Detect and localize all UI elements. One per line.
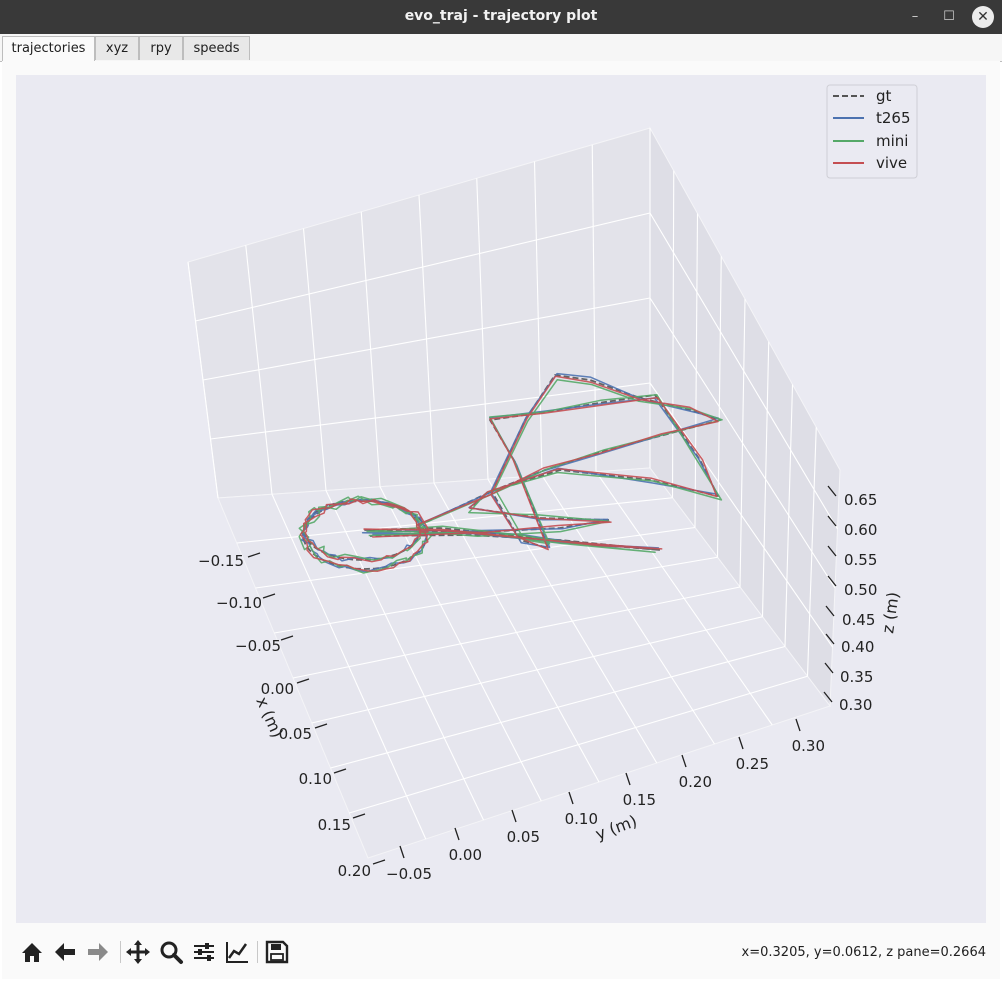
grid-line <box>325 490 484 821</box>
y-axis-label: y (m) <box>593 811 640 843</box>
z-axis-label: z (m) <box>878 591 903 635</box>
trajectories <box>298 372 723 574</box>
grid-line <box>202 297 651 381</box>
y-tick-label: 0.05 <box>507 828 540 846</box>
trajectory-t265 <box>300 372 720 573</box>
legend: gt t265 mini vive <box>826 84 918 179</box>
navigation-toolbar <box>2 925 1000 979</box>
grid-lines <box>187 128 838 840</box>
y-tick-mark <box>511 809 517 823</box>
pan-icon[interactable] <box>124 938 152 966</box>
maximize-button[interactable]: ☐ <box>943 9 955 24</box>
z-tick-mark <box>827 545 837 557</box>
x-tick-mark <box>314 723 328 729</box>
tick-marks <box>247 485 837 865</box>
x-tick-label: 0.20 <box>338 862 371 880</box>
x-tick-mark <box>333 768 347 774</box>
grid-line <box>595 471 773 726</box>
legend-label-mini: mini <box>876 132 908 150</box>
x-tick-mark <box>372 859 386 865</box>
y-tick-label: 0.20 <box>679 773 712 791</box>
y-tick-mark <box>399 845 405 859</box>
grid-line <box>271 494 427 840</box>
tab-xyz[interactable]: xyz <box>95 36 139 60</box>
z-tick-label: 0.65 <box>844 491 877 509</box>
legend-label-gt: gt <box>876 87 892 105</box>
tab-rpy[interactable]: rpy <box>139 36 183 60</box>
y-tick-mark <box>795 718 801 732</box>
z-tick-mark <box>825 633 835 645</box>
y-tick-mark <box>625 772 631 786</box>
home-icon[interactable] <box>18 938 46 966</box>
x-tick-mark <box>352 813 366 819</box>
grid-line <box>649 382 833 648</box>
window-title: evo_traj - trajectory plot <box>404 8 598 24</box>
grid-line <box>649 212 838 530</box>
grid-line <box>195 212 651 322</box>
minimize-button[interactable]: – <box>911 9 919 24</box>
close-button[interactable]: ✕ <box>972 6 994 28</box>
grid-line <box>210 382 651 440</box>
y-tick-mark <box>568 791 574 805</box>
tab-trajectories[interactable]: trajectories <box>2 36 95 62</box>
y-tick-mark <box>454 827 460 841</box>
y-tick-mark <box>738 736 744 750</box>
z-tick-label: 0.40 <box>841 638 874 656</box>
y-tick-label: −0.05 <box>386 865 432 883</box>
z-tick-mark <box>827 515 837 527</box>
z-tick-label: 0.55 <box>844 551 877 569</box>
y-tick-label: 0.10 <box>565 810 598 828</box>
x-tick-label: −0.05 <box>235 637 281 655</box>
grid-line <box>649 297 836 589</box>
x-tick-mark <box>296 678 310 684</box>
x-tick-label: −0.10 <box>216 594 262 612</box>
x-tick-mark <box>247 552 261 558</box>
z-tick-label: 0.35 <box>840 668 873 686</box>
x-tick-label: 0.10 <box>299 770 332 788</box>
zoom-icon[interactable] <box>157 938 185 966</box>
z-tick-mark <box>823 691 833 703</box>
edit-axis-icon[interactable] <box>223 938 251 966</box>
x-tick-label: 0.00 <box>261 680 294 698</box>
x-tick-label: 0.05 <box>279 725 312 743</box>
back-pane <box>187 127 651 499</box>
window-titlebar: evo_traj - trajectory plot – ☐ ✕ <box>0 0 1002 34</box>
forward-icon[interactable] <box>84 938 112 966</box>
tab-bar: trajectories xyz rpy speeds <box>0 34 1002 62</box>
configure-icon[interactable] <box>190 938 218 966</box>
x-tick-mark <box>262 593 276 599</box>
y-tick-label: 0.25 <box>736 755 769 773</box>
legend-label-vive: vive <box>876 154 907 172</box>
z-tick-mark <box>827 575 837 587</box>
z-tick-mark <box>825 605 835 617</box>
z-tick-label: 0.45 <box>842 611 875 629</box>
save-icon[interactable] <box>263 938 291 966</box>
legend-box <box>826 84 918 179</box>
z-tick-mark <box>824 662 834 674</box>
z-tick-label: 0.50 <box>844 581 877 599</box>
x-tick-label: −0.15 <box>198 552 244 570</box>
x-tick-label: 0.15 <box>318 816 351 834</box>
y-tick-label: 0.15 <box>623 791 656 809</box>
cursor-coordinates: x=0.3205, y=0.0612, z pane=0.2664 <box>741 945 986 960</box>
trajectory-vive <box>299 375 719 572</box>
y-tick-label: 0.00 <box>449 846 482 864</box>
y-tick-label: 0.30 <box>792 737 825 755</box>
toolbar-separator <box>120 941 121 963</box>
tab-speeds[interactable]: speeds <box>183 36 250 60</box>
back-icon[interactable] <box>51 938 79 966</box>
z-tick-mark <box>827 485 837 497</box>
y-tick-mark <box>681 754 687 768</box>
x-tick-mark <box>280 635 294 641</box>
legend-label-t265: t265 <box>876 109 911 127</box>
floor-pane <box>217 467 831 859</box>
z-tick-label: 0.30 <box>839 696 872 714</box>
x-axis-label: x (m) <box>252 694 287 741</box>
grid-line <box>379 486 542 802</box>
toolbar-separator <box>257 941 258 963</box>
z-tick-label: 0.60 <box>844 521 877 539</box>
